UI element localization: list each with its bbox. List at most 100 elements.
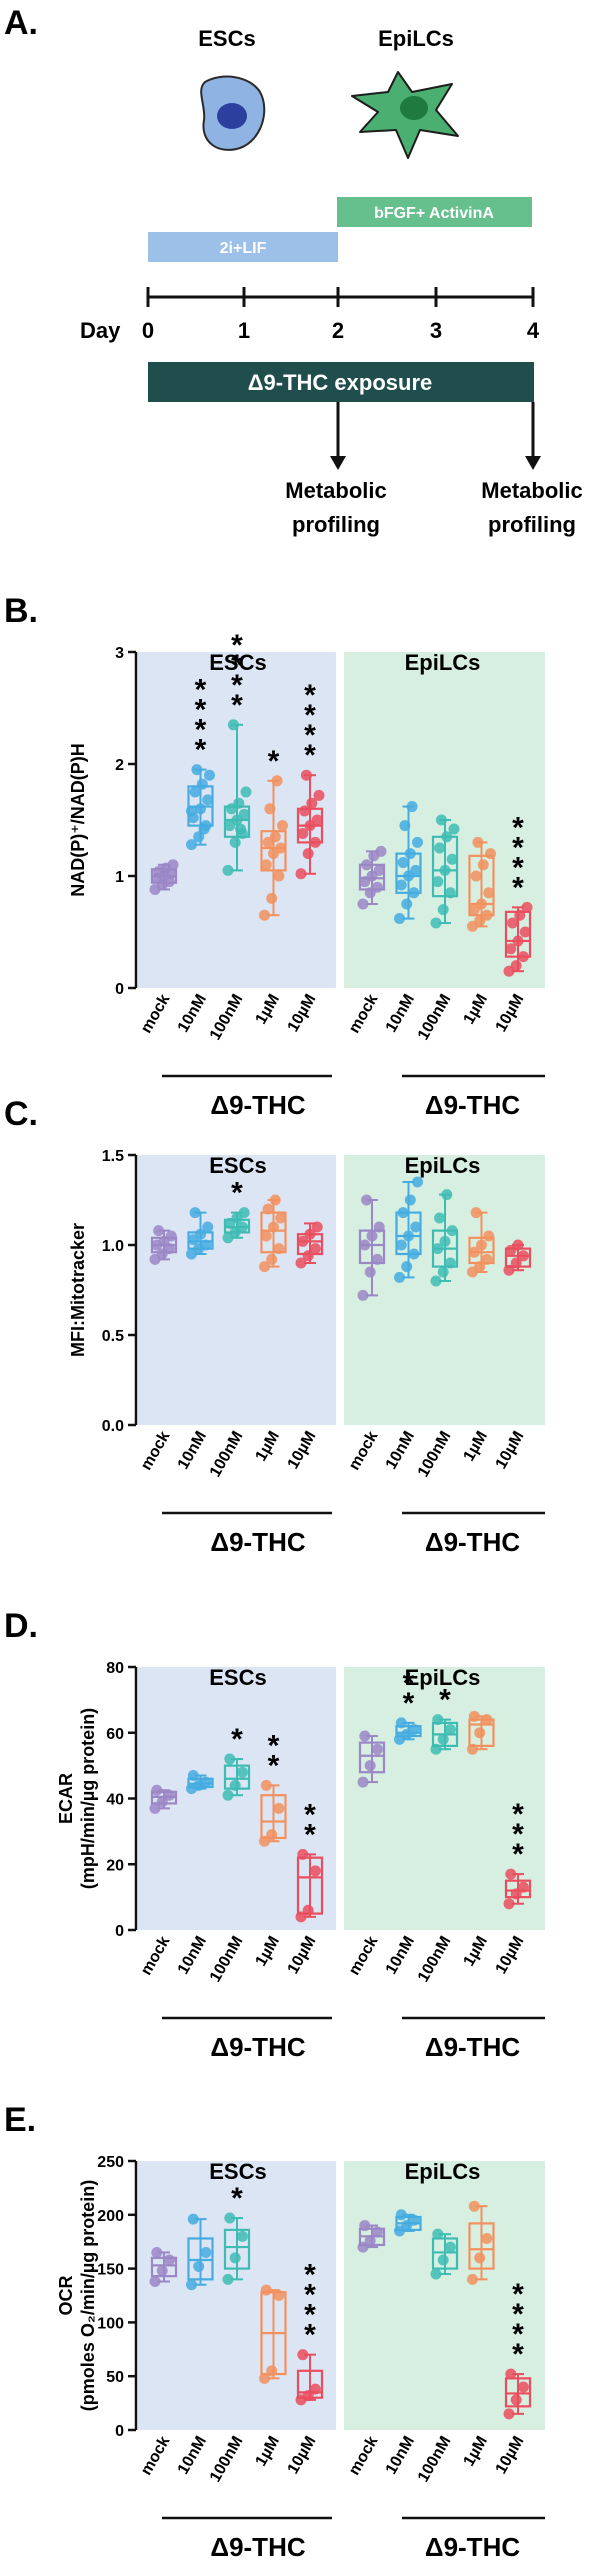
data-point bbox=[202, 1221, 214, 1233]
data-point bbox=[222, 864, 234, 876]
group-title-escs: ESCs bbox=[209, 650, 266, 675]
data-point bbox=[510, 960, 522, 972]
profiling-1-line1: Metabolic bbox=[285, 478, 386, 503]
significance-star: * bbox=[304, 699, 316, 732]
data-point bbox=[224, 2212, 236, 2224]
significance-star: * bbox=[231, 1723, 243, 1756]
x-group-label-escs: Δ9-THC bbox=[210, 2532, 305, 2560]
data-point bbox=[483, 1230, 495, 1242]
data-point bbox=[364, 1760, 376, 1772]
data-point bbox=[309, 1865, 321, 1877]
data-point bbox=[262, 1203, 274, 1215]
significance-star: * bbox=[512, 2318, 524, 2351]
x-tick-label: 100nM bbox=[207, 1429, 247, 1481]
y-tick-label: 80 bbox=[106, 1660, 124, 1677]
data-point bbox=[306, 797, 318, 809]
data-point bbox=[259, 1835, 270, 1847]
panel-a-letter: A. bbox=[4, 4, 38, 42]
x-tick-label: 10nM bbox=[175, 2434, 210, 2478]
data-point bbox=[156, 2265, 168, 2277]
y-tick-label: 1 bbox=[115, 869, 124, 886]
group-title-epilcs: EpiLCs bbox=[405, 1153, 481, 1178]
y-axis-label: OCR bbox=[56, 2276, 76, 2316]
data-point bbox=[277, 820, 288, 832]
data-point bbox=[441, 1189, 453, 1201]
data-point bbox=[395, 1717, 407, 1729]
data-point bbox=[444, 1257, 456, 1269]
data-point bbox=[512, 1239, 524, 1251]
data-point bbox=[470, 1207, 482, 1219]
x-tick-label: 10nM bbox=[383, 1934, 418, 1978]
box-iqr bbox=[358, 1741, 386, 1774]
esc-background bbox=[138, 1155, 336, 1425]
data-point bbox=[373, 864, 385, 876]
data-point bbox=[441, 831, 453, 843]
data-point bbox=[200, 1239, 212, 1251]
x-tick-label: 10µM bbox=[285, 2434, 320, 2477]
data-point bbox=[371, 1743, 383, 1755]
profiling-1-line2: profiling bbox=[292, 512, 380, 537]
data-point bbox=[472, 836, 484, 848]
condition-2-bar bbox=[337, 197, 532, 227]
data-point bbox=[430, 1743, 442, 1755]
data-point bbox=[432, 1243, 444, 1255]
data-point bbox=[437, 904, 449, 916]
data-point bbox=[266, 1829, 278, 1841]
significance-star: * bbox=[231, 669, 243, 702]
data-point bbox=[309, 2383, 321, 2395]
data-point bbox=[410, 864, 422, 876]
esc-label: ESCs bbox=[198, 26, 255, 51]
x-tick-label: 10nM bbox=[175, 1934, 210, 1978]
x-tick-label: 10nM bbox=[175, 992, 210, 1036]
data-point bbox=[304, 1228, 316, 1240]
box-iqr bbox=[150, 2256, 178, 2278]
x-group-label-escs: Δ9-THC bbox=[210, 1527, 305, 1557]
data-point bbox=[297, 2349, 309, 2361]
condition-1-label: 2i+LIF bbox=[220, 240, 267, 257]
x-tick-label: 1µM bbox=[461, 2434, 491, 2470]
data-point bbox=[200, 1776, 212, 1788]
data-point bbox=[505, 943, 517, 955]
data-point bbox=[395, 1239, 407, 1251]
x-tick-label: mock bbox=[346, 1933, 382, 1978]
data-point bbox=[227, 719, 239, 731]
data-point bbox=[273, 870, 285, 882]
data-point bbox=[163, 2254, 175, 2266]
data-point bbox=[222, 2273, 234, 2285]
significance-star: * bbox=[512, 2278, 524, 2311]
significance-star: * bbox=[304, 1818, 316, 1851]
data-point bbox=[271, 775, 283, 787]
data-point bbox=[297, 1235, 309, 1247]
panel-e-chart: E. ESCs EpiLCs 0 50 100 150 200 250 OCR (pmoles O₂… bbox=[4, 2101, 545, 2560]
data-point bbox=[404, 848, 416, 860]
y-tick-label: 0 bbox=[115, 2423, 124, 2440]
data-point bbox=[474, 2252, 486, 2264]
data-point bbox=[373, 1221, 385, 1233]
data-point bbox=[273, 2290, 285, 2301]
group-title-epilcs: EpiLCs bbox=[405, 2159, 481, 2184]
significance-star: * bbox=[195, 674, 207, 707]
y-tick-label: 1.5 bbox=[102, 1148, 124, 1165]
significance-star: * bbox=[268, 745, 280, 778]
data-point bbox=[224, 1753, 236, 1765]
data-point bbox=[408, 1723, 420, 1735]
x-tick-label: 10µM bbox=[493, 2434, 528, 2477]
data-point bbox=[186, 805, 197, 817]
significance-star: * bbox=[403, 1687, 415, 1720]
significance-star: * bbox=[512, 851, 524, 884]
significance-star: * bbox=[512, 811, 524, 844]
data-point bbox=[430, 917, 442, 929]
x-tick-label: 10µM bbox=[493, 992, 528, 1035]
x-tick-label: mock bbox=[138, 2433, 174, 2478]
data-point bbox=[260, 1779, 272, 1791]
data-point bbox=[399, 820, 411, 832]
x-tick-label: 1µM bbox=[461, 1934, 491, 1970]
data-point bbox=[503, 2408, 515, 2420]
data-point bbox=[238, 808, 250, 820]
y-tick-label: 200 bbox=[97, 2208, 124, 2225]
significance-star: * bbox=[268, 1749, 280, 1782]
x-group-label-epilcs: Δ9-THC bbox=[425, 1090, 520, 1120]
data-point bbox=[446, 853, 458, 865]
data-point bbox=[517, 1250, 529, 1262]
data-point bbox=[313, 789, 325, 801]
